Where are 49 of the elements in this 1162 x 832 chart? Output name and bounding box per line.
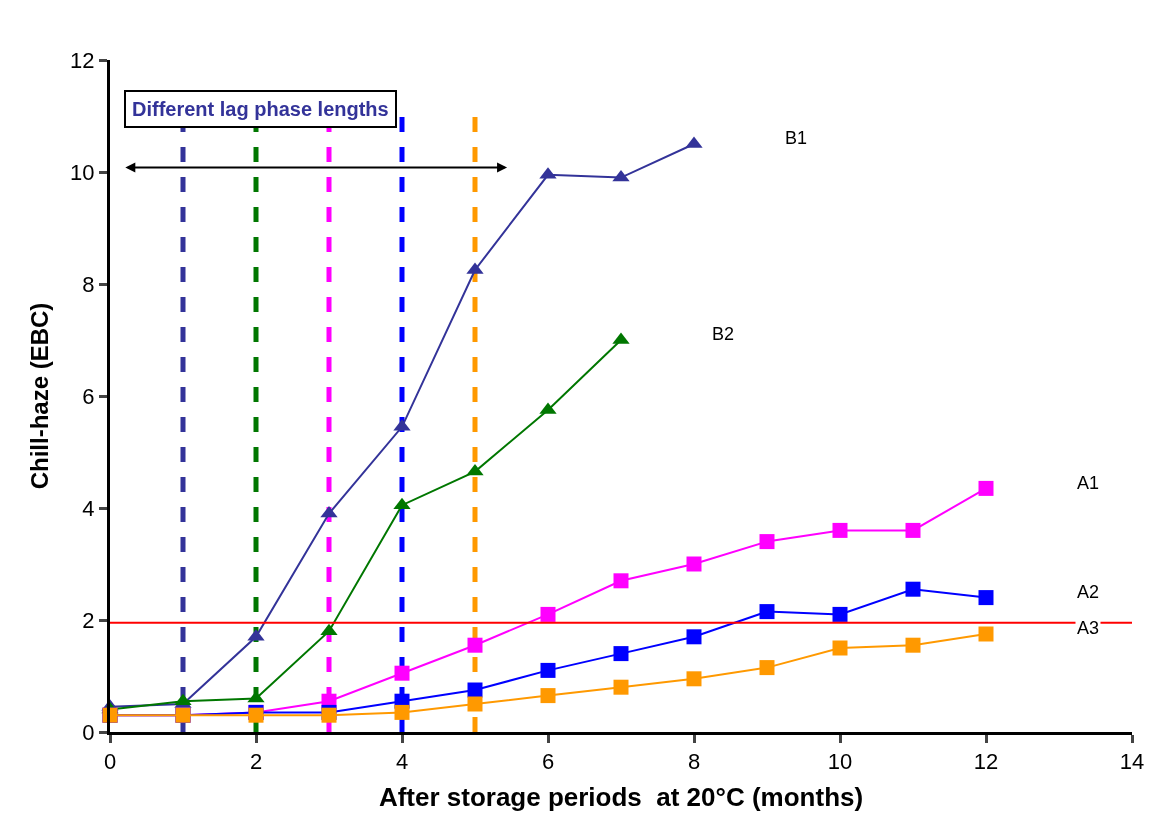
point	[759, 660, 775, 676]
x-axis-title: After storage periods at 20°C (months)	[378, 782, 864, 813]
y-tick-label: 12	[70, 47, 95, 73]
x-tick-label: 12	[973, 749, 999, 775]
y-tick-label: 0	[82, 719, 95, 745]
text: A1	[1077, 473, 1100, 493]
text: A2	[1077, 582, 1100, 602]
point	[978, 626, 994, 642]
point	[540, 606, 556, 622]
x-tick-label: 10	[827, 749, 853, 775]
y-tick-label: 8	[82, 271, 95, 297]
point	[686, 629, 702, 645]
point	[394, 704, 410, 720]
x-tick-label: 0	[103, 749, 117, 775]
x-tick-label: 2	[249, 749, 263, 775]
y-tick-label: 4	[82, 495, 95, 521]
point	[905, 581, 921, 597]
text: B2	[712, 324, 735, 344]
point	[613, 573, 629, 589]
point	[540, 688, 556, 704]
point	[394, 665, 410, 681]
point	[686, 556, 702, 572]
text: A3	[1077, 618, 1100, 638]
point	[686, 671, 702, 687]
x-tick-label: 4	[395, 749, 409, 775]
point	[613, 679, 629, 695]
point	[832, 522, 848, 538]
point	[467, 696, 483, 712]
x-tick-label: 14	[1119, 749, 1145, 775]
point	[540, 662, 556, 678]
annotation: Different lag phase lengths	[132, 98, 389, 120]
point	[613, 646, 629, 662]
y-tick-label: 2	[82, 607, 95, 633]
x-tick-label: 8	[687, 749, 701, 775]
point	[759, 534, 775, 550]
y-tick-label: 6	[82, 383, 95, 409]
y-tick-label: 10	[70, 159, 95, 185]
text: B1	[785, 128, 808, 148]
point	[759, 604, 775, 620]
x-tick-label: 6	[541, 749, 555, 775]
point	[832, 640, 848, 656]
point	[905, 522, 921, 538]
point	[978, 480, 994, 496]
point	[832, 606, 848, 622]
point	[467, 637, 483, 653]
point	[467, 682, 483, 698]
point	[905, 637, 921, 653]
y-axis-title: Chill-haze (EBC)	[26, 302, 54, 490]
point	[978, 590, 994, 606]
